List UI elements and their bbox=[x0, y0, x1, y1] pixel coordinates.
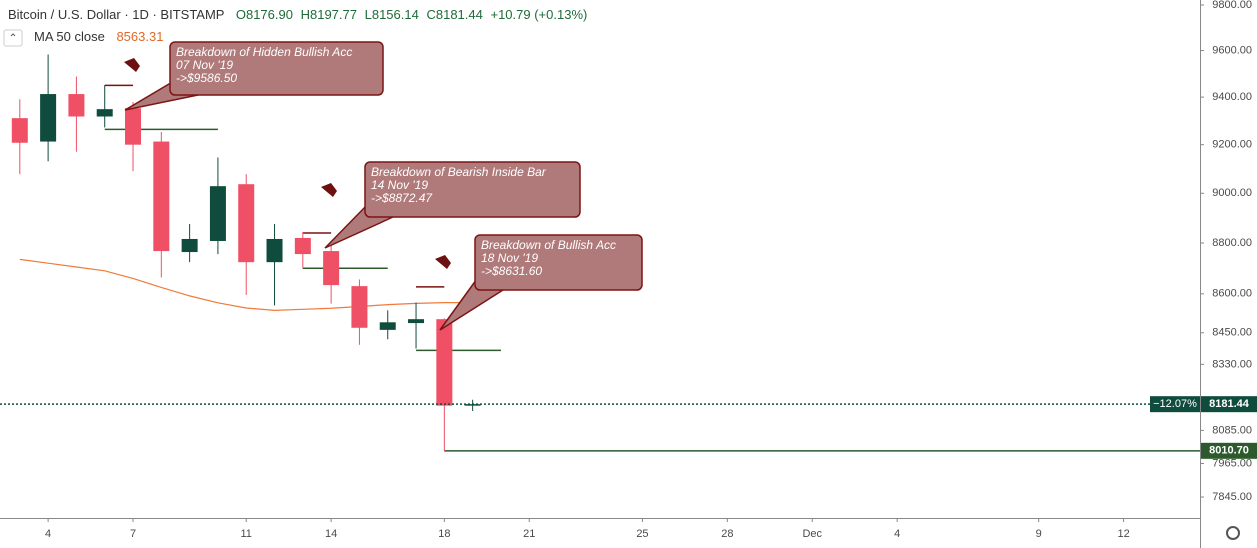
candle-body bbox=[266, 238, 283, 263]
candle-body bbox=[379, 322, 396, 330]
callout-text: 14 Nov '19 bbox=[371, 178, 428, 192]
ma-value: 8563.31 bbox=[116, 29, 163, 44]
x-tick-label: 28 bbox=[721, 528, 733, 540]
candle-body bbox=[294, 237, 311, 255]
candle-body bbox=[351, 286, 368, 328]
price-label-box bbox=[1201, 442, 1257, 459]
collapse-button[interactable] bbox=[3, 29, 23, 47]
y-tick-label: 9200.00 bbox=[1212, 139, 1252, 151]
y-tick-label: 9600.00 bbox=[1212, 44, 1252, 56]
ohlc-low: L8156.14 bbox=[365, 7, 419, 22]
change-label-box bbox=[1150, 396, 1200, 413]
callout-text: Breakdown of Bearish Inside Bar bbox=[371, 165, 547, 179]
y-tick-label: 8450.00 bbox=[1212, 327, 1252, 339]
x-tick-label: 21 bbox=[523, 528, 535, 540]
x-tick-label: 11 bbox=[241, 528, 252, 540]
x-tick-label: 9 bbox=[1036, 528, 1042, 540]
ma-name: MA 50 close bbox=[34, 29, 105, 44]
y-tick-label: 8800.00 bbox=[1212, 237, 1252, 249]
ohlc-close: C8181.44 bbox=[426, 7, 482, 22]
ma-line bbox=[19, 258, 473, 311]
y-tick-label: 9000.00 bbox=[1212, 187, 1252, 199]
price-label: 8181.44 bbox=[1209, 398, 1250, 410]
gear[interactable] bbox=[1226, 526, 1240, 540]
callout-box bbox=[169, 41, 384, 96]
ohlc-high: H8197.77 bbox=[301, 7, 357, 22]
y-tick-label: 9800.00 bbox=[1212, 0, 1252, 11]
x-tick-label: 4 bbox=[45, 528, 51, 540]
rocket-icon bbox=[124, 58, 140, 74]
rocket-icons bbox=[124, 58, 451, 269]
candle-body bbox=[40, 94, 57, 142]
y-tick-label: 8330.00 bbox=[1212, 358, 1252, 370]
candle-body bbox=[153, 141, 170, 252]
y-tick-label: 8085.00 bbox=[1212, 424, 1252, 436]
candle-body bbox=[96, 109, 113, 117]
price-label: 8010.70 bbox=[1209, 445, 1249, 457]
ohlc-change: +10.79 (+0.13%) bbox=[490, 7, 587, 22]
x-tick-label: 14 bbox=[325, 528, 337, 540]
callout-text: 07 Nov '19 bbox=[176, 58, 233, 72]
callout-box bbox=[474, 234, 643, 291]
candle-body bbox=[408, 319, 425, 324]
x-tick-label: 25 bbox=[636, 528, 648, 540]
callout-text: 18 Nov '19 bbox=[481, 251, 538, 265]
header: Bitcoin / U.S. Dollar · 1D · BITSTAMP O8… bbox=[8, 7, 587, 22]
candle-body bbox=[68, 94, 85, 117]
price-label-box bbox=[1201, 396, 1257, 413]
x-tick-label: Dec bbox=[802, 528, 822, 540]
candle-body bbox=[238, 184, 255, 263]
y-tick-label: 7965.00 bbox=[1212, 457, 1252, 469]
y-tick-label: 8600.00 bbox=[1212, 288, 1252, 300]
callout-text: ->$8631.60 bbox=[481, 264, 542, 278]
x-tick-label: 7 bbox=[130, 528, 136, 540]
x-tick-label: 18 bbox=[438, 528, 450, 540]
collapse-icon[interactable]: ⌃ bbox=[8, 32, 17, 44]
candle-body bbox=[436, 319, 453, 406]
candle-body bbox=[11, 118, 28, 143]
callout-text: ->$9586.50 bbox=[176, 71, 237, 85]
rocket-icon bbox=[321, 183, 337, 197]
ma-legend: MA 50 close 8563.31 bbox=[34, 29, 163, 44]
candle-body bbox=[209, 186, 226, 241]
candle-body bbox=[125, 108, 142, 145]
change-label: −12.07% bbox=[1153, 398, 1197, 410]
callout-text: ->$8872.47 bbox=[371, 191, 433, 205]
callout-box bbox=[364, 161, 581, 218]
candle-body bbox=[181, 238, 198, 253]
y-tick-label: 9400.00 bbox=[1212, 91, 1252, 103]
y-tick-label: 7845.00 bbox=[1212, 491, 1252, 503]
rocket-icon bbox=[435, 255, 451, 269]
callout-text: Breakdown of Hidden Bullish Acc bbox=[176, 45, 352, 59]
x-tick-label: 12 bbox=[1117, 528, 1129, 540]
candle-body bbox=[323, 251, 340, 286]
symbol: Bitcoin / U.S. Dollar · 1D · BITSTAMP bbox=[8, 7, 224, 22]
settings-icon[interactable] bbox=[1226, 526, 1240, 540]
ohlc-open: O8176.90 bbox=[236, 7, 293, 22]
x-tick-label: 4 bbox=[894, 528, 900, 540]
callout-text: Breakdown of Bullish Acc bbox=[481, 238, 616, 252]
